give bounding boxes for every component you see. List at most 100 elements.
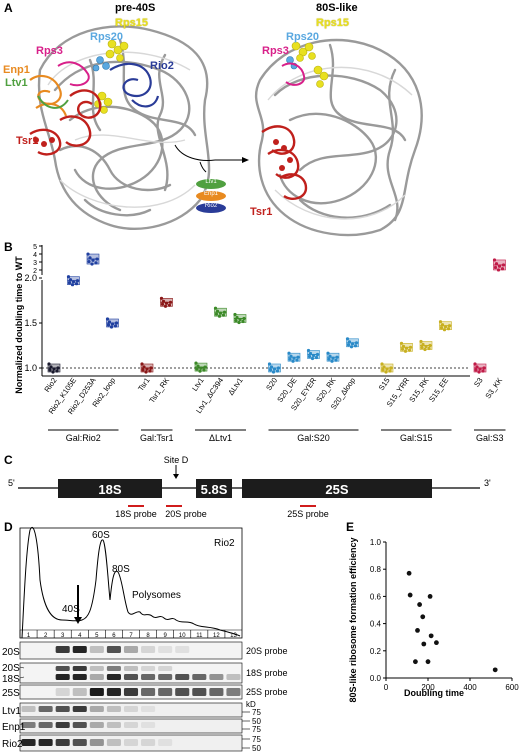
- b-point: [401, 344, 406, 348]
- blot-band: [158, 688, 173, 696]
- e-ytick-label: 0.6: [370, 592, 382, 601]
- panel-b-group-labels: Gal:Rio2 Gal:Tsr1 ΔLtv1 Gal:S20 Gal:S15 Gal:S…: [48, 429, 506, 443]
- b-point: [267, 362, 272, 366]
- b-point: [105, 317, 110, 321]
- rps15-ribbon-right: [291, 41, 329, 88]
- northern-18s-probe: 18S probe: [246, 668, 288, 678]
- b-point: [163, 304, 168, 308]
- peak-40s-label: 40S: [62, 604, 80, 615]
- b-point: [276, 366, 281, 370]
- blot-band: [175, 646, 190, 653]
- e-xtick-label: 200: [421, 683, 435, 692]
- blot-band: [123, 674, 139, 680]
- fraction-number: 10: [179, 633, 186, 639]
- b-point: [389, 366, 393, 370]
- b-point: [428, 343, 432, 348]
- b-point: [241, 319, 245, 324]
- blot-band: [106, 706, 121, 712]
- e-data-point: [427, 594, 433, 599]
- b-point: [113, 324, 118, 328]
- b-point: [328, 354, 332, 358]
- segment-18s-label: 18S: [98, 482, 121, 497]
- b-point: [194, 361, 198, 365]
- b-point: [55, 369, 59, 373]
- b-point: [168, 300, 173, 304]
- western-enp1-label: Enp1: [2, 722, 26, 733]
- blot-band: [72, 722, 87, 728]
- e-ytick-label: 0.4: [370, 620, 382, 629]
- blot-band: [89, 666, 104, 671]
- e-ytick-label: 0.2: [370, 647, 382, 656]
- b-condition-label: S15_EE: [427, 376, 450, 404]
- blot-band: [192, 674, 207, 680]
- b-group-label: Gal:S15: [400, 433, 433, 443]
- panel-b-marks: [47, 252, 506, 374]
- b-point: [140, 362, 144, 366]
- e-data-point: [420, 614, 426, 620]
- b-point: [404, 346, 409, 350]
- e-xtick-label: 0: [384, 683, 389, 692]
- label-enp1-left: Enp1: [3, 64, 30, 76]
- b-point: [238, 317, 242, 322]
- b-point: [148, 369, 152, 373]
- blot-band: [123, 706, 139, 712]
- b-point: [314, 355, 319, 360]
- b-point: [49, 365, 53, 369]
- b-point: [399, 341, 404, 345]
- b-point: [296, 355, 300, 359]
- b-point: [438, 320, 443, 324]
- b-point: [160, 302, 165, 306]
- b-point: [202, 368, 206, 372]
- b-point: [289, 354, 293, 358]
- 80s-like-title: 80S-like: [316, 2, 358, 14]
- b-point: [74, 282, 79, 286]
- e-data-point: [421, 641, 427, 647]
- peak-polysomes-label: Polysomes: [132, 590, 181, 601]
- b-point: [275, 369, 280, 373]
- rio2-ribbon: [109, 62, 160, 108]
- fraction-number: 1: [27, 633, 31, 639]
- blot-band: [106, 722, 121, 728]
- fraction-number: 12: [213, 633, 220, 639]
- blot-band: [38, 739, 53, 746]
- fraction-ruler: 1 2 3 4 5 6 7 8 9 10 11 12 13: [19, 629, 242, 639]
- panel-e-axes: 0.0 0.2 0.4 0.6 0.8 1.0 0 200 400 600: [370, 538, 519, 692]
- rps20-ribbon: [92, 56, 110, 72]
- b-point: [443, 325, 448, 329]
- b-condition-label: ΔLtv1: [226, 376, 244, 397]
- blot-band: [209, 688, 224, 696]
- b-point: [195, 367, 199, 371]
- fraction-number: 7: [129, 633, 133, 639]
- e-ytick-label: 1.0: [370, 538, 382, 547]
- blot-band: [123, 739, 139, 746]
- b-point: [144, 370, 148, 374]
- released-factors: [196, 179, 226, 213]
- b-group-label: ΔLtv1: [209, 433, 232, 443]
- b-condition-label: S3: [472, 376, 485, 389]
- b-point: [349, 345, 354, 349]
- blot-band: [72, 706, 87, 712]
- b-point: [268, 368, 273, 372]
- panel-c-diagram: 18S 5.8S 25S 5' 3' Site D 18S probe 20S …: [8, 455, 491, 519]
- blot-band: [141, 722, 156, 728]
- kd-mark-4: 75: [252, 735, 261, 744]
- panel-e-xlabel: Doubling time: [404, 688, 464, 698]
- b-point: [380, 362, 384, 366]
- b-point: [90, 262, 94, 266]
- fraction-number: 6: [112, 633, 116, 639]
- segment-58s-box: [196, 479, 232, 498]
- label-rio2-left: Rio2: [150, 60, 174, 72]
- pre40s-title: pre-40S: [115, 2, 156, 14]
- northern-25s-left: 25S: [2, 688, 20, 699]
- northern-20s-left: 20S: [2, 647, 20, 658]
- label-rps20-right: Rps20: [286, 31, 320, 43]
- b-point: [334, 358, 338, 362]
- rps3-ribbon-right: [281, 62, 306, 86]
- bands-20s: [55, 646, 190, 653]
- b-point: [145, 367, 149, 371]
- b-point: [288, 357, 292, 361]
- b-point: [242, 316, 246, 321]
- blot-band: [55, 739, 70, 746]
- blot-band: [106, 666, 121, 671]
- b-point: [106, 323, 111, 327]
